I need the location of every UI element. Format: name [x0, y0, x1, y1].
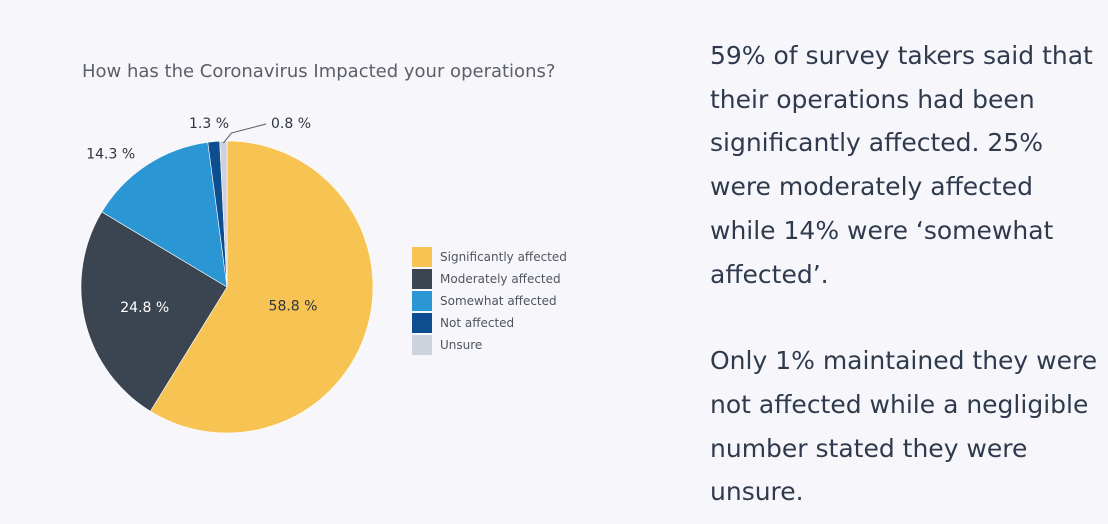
pie-slice-unsure — [219, 140, 228, 288]
data-label-significantly-affected: 58.8 % — [269, 299, 318, 315]
commentary-paragraph-1: 59% of survey takers said that their ope… — [710, 41, 1093, 289]
data-label-moderately-affected: 24.8 % — [120, 300, 169, 316]
commentary-paragraph-2: Only 1% maintained they were not affecte… — [710, 346, 1098, 507]
legend-label: Significantly affected — [440, 250, 567, 264]
pie-slice-moderately-affected — [80, 211, 228, 412]
commentary: 59% of survey takers said that their ope… — [710, 34, 1100, 514]
legend-swatch — [412, 269, 432, 289]
data-label-somewhat-affected: 14.3 % — [86, 146, 135, 162]
legend-item-somewhat-affected: Somewhat affected — [412, 290, 567, 312]
legend-label: Moderately affected — [440, 272, 561, 286]
pie-slice-significantly-affected — [149, 140, 374, 434]
legend-item-moderately-affected: Moderately affected — [412, 268, 567, 290]
pie-slice-somewhat-affected — [101, 141, 228, 288]
pie-chart: 58.8 % 24.8 % 14.3 % 1.3 % 0.8 % — [80, 116, 374, 434]
chart-title: How has the Coronavirus Impacted your op… — [82, 61, 556, 82]
legend-swatch — [412, 335, 432, 355]
legend-item-significantly-affected: Significantly affected — [412, 246, 567, 268]
legend-swatch — [412, 291, 432, 311]
legend-item-unsure: Unsure — [412, 334, 567, 356]
legend-label: Not affected — [440, 316, 515, 330]
data-label-unsure: 0.8 % — [271, 116, 311, 132]
leader-line-unsure — [222, 123, 267, 144]
legend-label: Somewhat affected — [440, 294, 557, 308]
legend-item-not-affected: Not affected — [412, 312, 567, 334]
data-label-not-affected: 1.3 % — [189, 116, 229, 132]
chart-legend: Significantly affected Moderately affect… — [412, 246, 567, 356]
legend-label: Unsure — [440, 338, 483, 352]
legend-swatch — [412, 247, 432, 267]
legend-swatch — [412, 313, 432, 333]
